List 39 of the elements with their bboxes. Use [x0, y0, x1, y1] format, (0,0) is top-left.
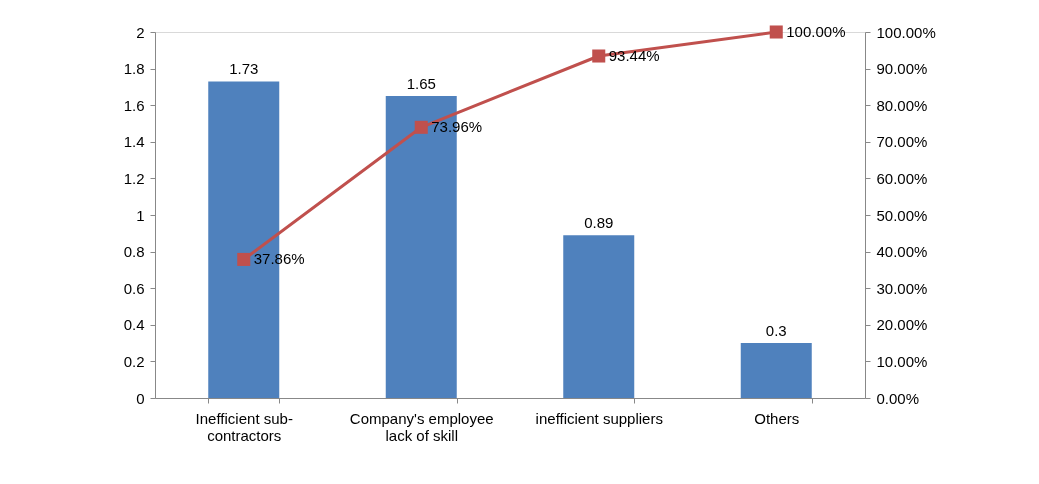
y2-tick-label: 80.00%	[876, 96, 928, 114]
y2-tick-label: 40.00%	[876, 243, 928, 261]
y-tick-label: 1.6	[123, 96, 145, 114]
data-label: 0.89	[584, 214, 614, 232]
y2-tick-label: 70.00%	[876, 133, 928, 151]
y2-tick-label: 90.00%	[876, 60, 928, 78]
point	[237, 252, 251, 266]
y2-tick-label: 10.00%	[876, 352, 928, 370]
y2-tick-label: 30.00%	[876, 279, 928, 297]
y-tick-label: 0	[136, 389, 145, 407]
y-tick-label: 1.2	[123, 169, 145, 187]
data-label: 1.65	[406, 75, 436, 93]
x-tick-label: Company's employee lack of skill	[349, 409, 494, 444]
point	[592, 49, 606, 63]
y-tick-label: 1.8	[123, 60, 145, 78]
y-tick-label: 0.8	[123, 243, 145, 261]
y2-tick-label: 60.00%	[876, 169, 928, 187]
y2-tick-label: 20.00%	[876, 316, 928, 334]
point	[769, 25, 783, 39]
x-tick-label: inefficient suppliers	[535, 409, 663, 427]
data-label: 100.00%	[786, 23, 846, 40]
x-tick-label: Inefficient sub-contractors	[195, 409, 293, 444]
y-tick-label: 0.4	[123, 316, 145, 334]
data-label: 1.73	[229, 60, 259, 78]
y2-tick-label: 100.00%	[876, 23, 936, 41]
y2-tick-label: 0.00%	[876, 389, 920, 407]
bar	[740, 343, 812, 398]
y-tick-label: 0.6	[123, 279, 145, 297]
y-tick-label: 2	[136, 23, 145, 41]
data-label: 0.3	[765, 322, 787, 340]
y2-tick-label: 50.00%	[876, 206, 928, 224]
x-tick-label: Others	[754, 409, 800, 427]
y-tick-label: 1.4	[123, 133, 145, 151]
y-tick-label: 1	[136, 206, 145, 224]
bar	[563, 235, 635, 398]
data-label: 93.44%	[608, 47, 660, 65]
data-label: 37.86%	[253, 250, 305, 268]
y-tick-label: 0.2	[123, 352, 145, 370]
point	[414, 120, 428, 134]
